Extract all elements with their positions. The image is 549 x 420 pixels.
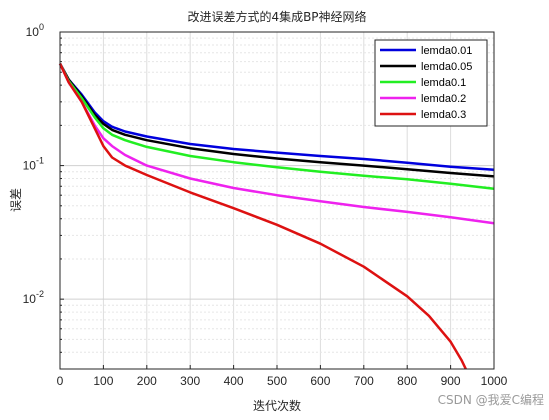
legend-label: lemda0.3: [421, 109, 466, 121]
x-tick-label: 200: [137, 374, 157, 388]
x-tick-label: 0: [57, 374, 64, 388]
series-line-lemda0.3: [58, 63, 467, 370]
x-tick-label: 600: [310, 374, 330, 388]
chart-title: 改进误差方式的4集成BP神经网络: [187, 9, 366, 24]
x-tick-label: 100: [93, 374, 113, 388]
legend-label: lemda0.1: [421, 77, 466, 89]
x-tick-label: 700: [354, 374, 374, 388]
x-tick-label: 800: [397, 374, 417, 388]
y-tick-exponent: -1: [36, 156, 44, 166]
axis-ticks: 0 100 200 300 400 500 600 700 800 900 100010010-11…: [23, 22, 508, 388]
x-tick-label: 1000: [481, 374, 508, 388]
x-tick-label: 900: [441, 374, 461, 388]
x-tick-label: 400: [224, 374, 244, 388]
y-tick-label: 100: [26, 22, 44, 39]
x-axis-title: 迭代次数: [253, 398, 301, 413]
y-axis-title: 误差: [9, 188, 23, 212]
legend-label: lemda0.01: [421, 45, 472, 57]
watermark: CSDN @我爱C编程: [438, 392, 544, 407]
y-tick-label: 10-2: [23, 289, 44, 306]
x-tick-label: 300: [180, 374, 200, 388]
y-tick-label: 10-1: [23, 156, 44, 173]
legend: lemda0.01 lemda0.05 lemda0.1 lemda0.2 lemda0…: [374, 39, 488, 127]
y-tick-exponent: -2: [36, 289, 44, 299]
series-line-lemda0.1: [58, 63, 495, 191]
series-lines: [58, 63, 495, 370]
x-tick-label: 500: [267, 374, 287, 388]
legend-label: lemda0.2: [421, 93, 466, 105]
y-tick-exponent: 0: [39, 22, 44, 32]
legend-label: lemda0.05: [421, 61, 472, 73]
